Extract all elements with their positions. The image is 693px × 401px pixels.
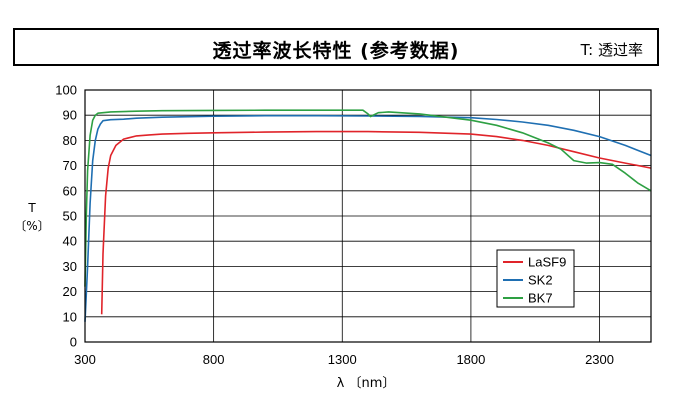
x-tick-label: 800	[203, 352, 225, 367]
y-tick-label: 80	[63, 133, 77, 148]
series-line	[84, 109, 652, 287]
y-tick-label: 50	[63, 209, 77, 224]
x-tick-label: 300	[74, 352, 96, 367]
y-tick-label: 30	[63, 259, 77, 274]
x-tick-label: 2300	[585, 352, 614, 367]
legend-label: SK2	[528, 273, 553, 288]
series-group	[84, 109, 652, 322]
chart-note: T: 透过率	[580, 41, 643, 59]
y-tick-label: 60	[63, 183, 77, 198]
legend-label: BK7	[528, 291, 553, 306]
series-line	[100, 130, 652, 315]
x-tick-label: 1800	[456, 352, 485, 367]
legend: LaSF9 SK2 BK7	[496, 249, 575, 308]
y-tick-label: 40	[63, 234, 77, 249]
y-tick-label: 100	[55, 83, 77, 98]
legend-label: LaSF9	[528, 255, 566, 270]
x-axis-label: λ 〔nm〕	[337, 376, 396, 391]
plot-frame	[84, 89, 652, 343]
y-tick-label: 90	[63, 108, 77, 123]
chart-title: 透过率波长特性 (参考数据)	[212, 40, 460, 62]
x-tick-label: 1300	[328, 352, 357, 367]
tick-labels: 0 10 20 30 40 50 60 70 80 90 100 300 800 1300 1800 2300	[55, 83, 614, 368]
y-tick-label: 70	[63, 158, 77, 173]
title-box: 透过率波长特性 (参考数据) T: 透过率	[13, 28, 659, 66]
y-tick-label: 10	[63, 309, 77, 324]
y-axis-unit: 〔%〕	[14, 219, 49, 233]
y-axis-label: T	[27, 201, 36, 215]
y-tick-label: 20	[63, 284, 77, 299]
y-tick-label: 0	[70, 335, 77, 350]
series-line	[84, 114, 652, 322]
